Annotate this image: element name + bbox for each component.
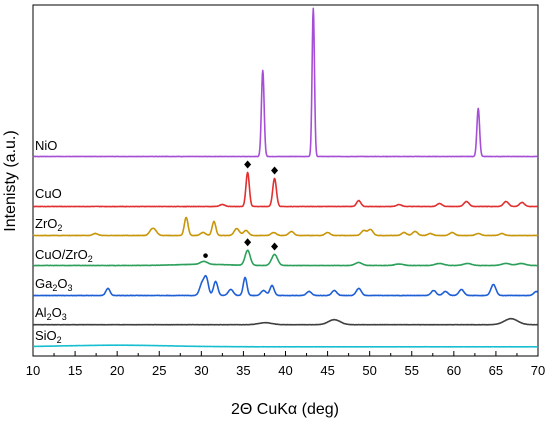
series-line-ga2o3 bbox=[32, 274, 539, 297]
series-line-cuo-zro2 bbox=[32, 249, 539, 267]
x-tick-label: 45 bbox=[320, 363, 334, 378]
x-tick-label: 55 bbox=[405, 363, 419, 378]
x-tick-label: 25 bbox=[152, 363, 166, 378]
x-tick-label: 65 bbox=[489, 363, 503, 378]
diamond-marker bbox=[244, 160, 252, 169]
x-tick-label: 20 bbox=[110, 363, 124, 378]
tick-layer: 10 15 20 25 30 35 40 45 50 55 60 65 70 bbox=[26, 351, 545, 378]
x-tick-label: 10 bbox=[26, 363, 40, 378]
series-label-cuo-zro2: CuO/ZrO2 bbox=[35, 247, 93, 264]
label-layer: SiO2 Al2O3 Ga2O3 CuO/ZrO2 ZrO2 CuO NiO bbox=[35, 138, 93, 345]
series-layer bbox=[32, 7, 539, 348]
series-line-zro2 bbox=[32, 216, 539, 237]
y-axis-title: Intenisty (a.u.) bbox=[2, 130, 19, 231]
plot-frame bbox=[32, 4, 539, 357]
dot-marker bbox=[203, 253, 208, 258]
x-tick-label: 35 bbox=[236, 363, 250, 378]
x-tick-label: 15 bbox=[68, 363, 82, 378]
series-line-sio2 bbox=[32, 344, 539, 348]
series-label-zro2: ZrO2 bbox=[35, 216, 62, 233]
diamond-marker bbox=[244, 238, 252, 247]
series-label-al2o3: Al2O3 bbox=[35, 305, 67, 322]
x-tick-label: 40 bbox=[278, 363, 292, 378]
x-tick-label: 60 bbox=[447, 363, 461, 378]
series-line-nio bbox=[32, 7, 539, 158]
diamond-marker bbox=[271, 166, 279, 175]
series-label-ga2o3: Ga2O3 bbox=[35, 276, 73, 293]
series-line-al2o3 bbox=[32, 317, 539, 326]
x-tick-label: 50 bbox=[362, 363, 376, 378]
x-axis-title: 2Θ CuKα (deg) bbox=[231, 401, 339, 418]
marker-layer bbox=[203, 160, 279, 258]
x-tick-label: 70 bbox=[531, 363, 545, 378]
series-label-nio: NiO bbox=[35, 138, 57, 153]
series-line-cuo bbox=[32, 171, 539, 208]
series-label-cuo: CuO bbox=[35, 186, 62, 201]
series-label-sio2: SiO2 bbox=[35, 328, 62, 345]
diamond-marker bbox=[271, 242, 279, 251]
x-tick-label: 30 bbox=[194, 363, 208, 378]
